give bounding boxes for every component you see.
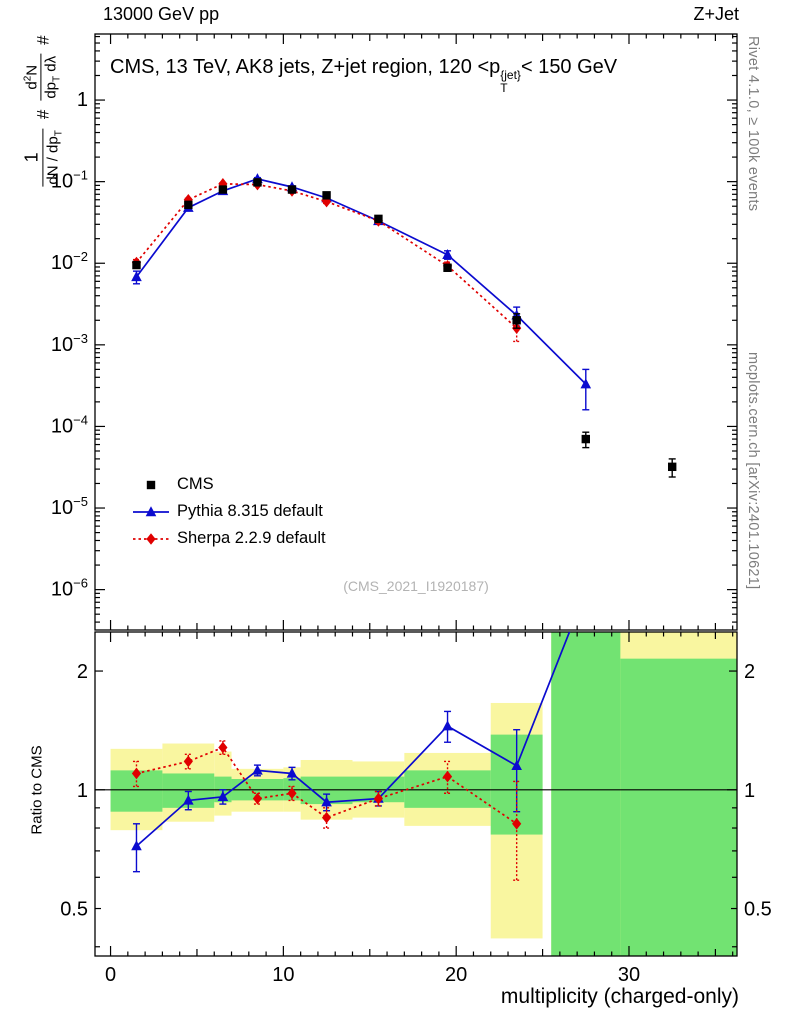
ratio-y-tick-label: 2 bbox=[77, 661, 88, 683]
series-pythia-8-315-default bbox=[131, 173, 592, 411]
legend-label: Sherpa 2.2.9 default bbox=[177, 529, 326, 547]
band-green bbox=[620, 658, 737, 956]
yaxis-frac2-numerator: d2N bbox=[22, 64, 41, 90]
main-y-axis-title: 1 dN / dpT # d2N dpT dλ # bbox=[2, 25, 84, 197]
yaxis-normalization-fraction: 1 dN / dpT bbox=[21, 128, 65, 187]
legend-marker-triangle bbox=[133, 505, 169, 516]
main-y-tick-label: 1 bbox=[77, 89, 88, 111]
ratio-frame bbox=[94, 631, 738, 957]
plot-title: CMS, 13 TeV, AK8 jets, Z+jet region, 120… bbox=[110, 56, 617, 94]
band-green bbox=[551, 632, 621, 956]
legend: CMS Pythia 8.315 default Sherpa 2.2.9 defa… bbox=[132, 471, 326, 552]
ratio-y-axis-title: Ratio to CMS bbox=[28, 745, 46, 835]
hash-symbol: # bbox=[33, 109, 52, 120]
main-y-tick-label: 10−3 bbox=[51, 331, 88, 356]
ratio-y-tick-label: 0.5 bbox=[60, 899, 88, 921]
main-y-tick-label: 10−2 bbox=[51, 249, 88, 274]
main-y-tick-label: 10−4 bbox=[51, 412, 88, 437]
analysis-id-watermark: (CMS_2021_I1920187) bbox=[343, 578, 489, 594]
ratio-y-tick-label-right: 0.5 bbox=[744, 899, 772, 921]
legend-marker-square bbox=[146, 480, 156, 489]
plot-title-suffix: < 150 GeV bbox=[520, 56, 618, 78]
yaxis-differential-fraction: d2N dpT dλ bbox=[22, 53, 64, 101]
yaxis-frac1-denominator: dN / dpT bbox=[42, 128, 65, 187]
plot-title-subscript: T bbox=[500, 80, 508, 95]
hash-symbol: # bbox=[33, 35, 52, 45]
rivet-version-note: Rivet 4.1.0, ≥ 100k events bbox=[745, 36, 761, 212]
main-frame bbox=[94, 33, 738, 631]
plot-title-superscript: {jet} bbox=[500, 68, 521, 82]
main-y-tick-label: 10−5 bbox=[51, 494, 88, 519]
legend-label: CMS bbox=[177, 475, 214, 493]
legend-item: Pythia 8.315 default bbox=[132, 498, 326, 525]
x-axis-title: multiplicity (charged-only) bbox=[500, 985, 739, 1008]
x-tick-label: 0 bbox=[105, 964, 116, 986]
ratio-y-tick-label-right: 1 bbox=[744, 780, 755, 802]
pt-jet-stack: {jet} T bbox=[500, 69, 521, 94]
x-tick-label: 10 bbox=[272, 964, 294, 986]
yaxis-frac2-denominator: dpT dλ bbox=[40, 53, 64, 101]
x-tick-label: 30 bbox=[618, 964, 640, 986]
x-tick-label: 20 bbox=[445, 964, 467, 986]
mcplots-reference-note: mcplots.cern.ch [arXiv:2401.10621] bbox=[745, 352, 761, 590]
legend-item: CMS bbox=[132, 471, 326, 498]
process-label: Z+Jet bbox=[693, 4, 739, 24]
main-y-tick-label: 10−6 bbox=[51, 576, 88, 601]
axis-tick-labels: 110−110−210−310−410−510−60.5 0.51 12 20 10 20… bbox=[51, 89, 772, 986]
plot-title-prefix: CMS, 13 TeV, AK8 jets, Z+jet region, 120… bbox=[110, 56, 501, 78]
beam-energy-label: 13000 GeV pp bbox=[103, 4, 220, 24]
series-cms bbox=[132, 178, 677, 478]
yaxis-frac1-numerator: 1 bbox=[21, 152, 42, 163]
legend-item: Sherpa 2.2.9 default bbox=[132, 525, 326, 552]
ratio-y-tick-label: 1 bbox=[77, 780, 88, 802]
ratio-y-tick-label-right: 2 bbox=[744, 661, 755, 683]
axis-ticks bbox=[95, 34, 737, 956]
series-sherpa-2-2-9-default bbox=[131, 740, 522, 881]
ratio-uncertainty-bands bbox=[110, 632, 737, 956]
legend-label: Pythia 8.315 default bbox=[177, 502, 323, 520]
main-y-tick-label: 10−1 bbox=[51, 168, 88, 193]
legend-marker-diamond bbox=[133, 532, 169, 545]
